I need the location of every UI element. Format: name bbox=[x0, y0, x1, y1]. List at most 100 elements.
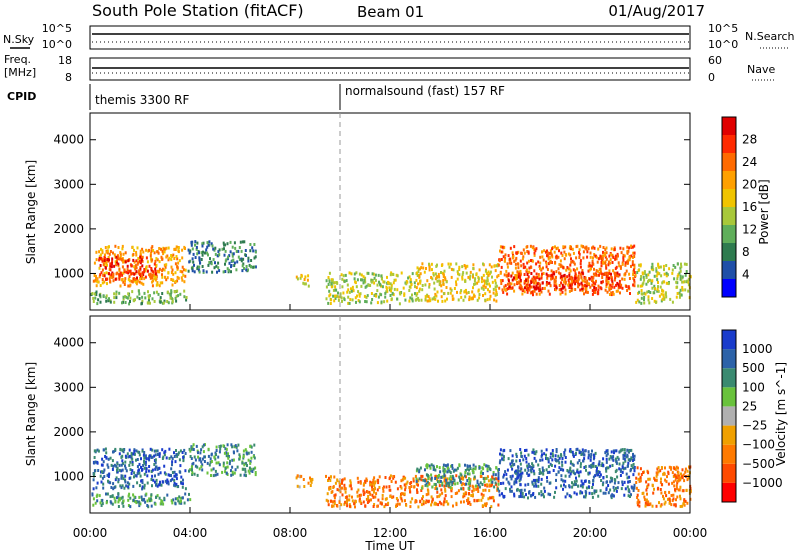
data-cell bbox=[597, 247, 600, 251]
data-cell bbox=[109, 456, 112, 460]
data-cell bbox=[533, 269, 536, 273]
data-cell bbox=[588, 464, 591, 468]
data-cell bbox=[381, 497, 384, 501]
freq-panel: Freq. [MHz] 18 8 60 0 Nave bbox=[4, 53, 776, 84]
data-cell bbox=[237, 443, 240, 447]
data-cell bbox=[166, 478, 169, 482]
data-cell bbox=[630, 467, 632, 471]
data-cell bbox=[578, 256, 581, 259]
data-cell bbox=[505, 477, 508, 481]
data-cell bbox=[94, 296, 97, 300]
data-cell bbox=[405, 503, 408, 507]
data-cell bbox=[212, 258, 215, 262]
data-cell bbox=[668, 490, 671, 494]
data-cell bbox=[140, 277, 143, 281]
data-cell bbox=[206, 251, 209, 255]
data-cell bbox=[98, 250, 101, 254]
data-cell bbox=[240, 249, 243, 253]
data-cell bbox=[675, 280, 678, 284]
data-cell bbox=[389, 273, 392, 277]
data-cell bbox=[332, 504, 335, 508]
data-cell bbox=[599, 473, 602, 477]
data-cell bbox=[370, 301, 373, 305]
data-cell bbox=[602, 476, 605, 479]
colorbar-tick-label: −1000 bbox=[742, 476, 783, 490]
data-cell bbox=[419, 267, 422, 271]
data-cell bbox=[547, 251, 549, 255]
data-cell bbox=[242, 467, 245, 471]
data-cell bbox=[377, 295, 380, 299]
data-cell bbox=[441, 491, 444, 495]
data-cell bbox=[531, 482, 534, 486]
data-cell bbox=[327, 479, 329, 482]
data-cell bbox=[299, 276, 302, 280]
data-cell bbox=[358, 272, 361, 276]
data-cell bbox=[103, 260, 106, 264]
data-cell bbox=[183, 295, 186, 299]
data-cell bbox=[156, 250, 159, 254]
data-cell bbox=[656, 271, 659, 275]
data-cell bbox=[579, 259, 582, 263]
data-cell bbox=[442, 466, 445, 470]
data-cell bbox=[425, 493, 428, 497]
data-cell bbox=[676, 274, 679, 278]
data-cell bbox=[444, 464, 447, 468]
data-cell bbox=[114, 478, 117, 482]
data-cell bbox=[182, 459, 185, 463]
data-cell bbox=[601, 272, 603, 276]
data-cell bbox=[424, 483, 427, 487]
data-cell bbox=[150, 469, 153, 473]
data-cell bbox=[428, 285, 431, 289]
data-cell bbox=[355, 300, 357, 304]
data-cell bbox=[339, 483, 341, 487]
data-cell bbox=[515, 256, 518, 260]
data-cell bbox=[431, 497, 434, 501]
data-cell bbox=[677, 479, 680, 483]
data-cell bbox=[132, 493, 135, 497]
data-cell bbox=[665, 264, 668, 267]
data-cell bbox=[121, 484, 124, 488]
data-cell bbox=[510, 489, 513, 493]
data-cell bbox=[510, 485, 513, 489]
data-cell bbox=[141, 264, 144, 268]
data-cell bbox=[593, 489, 596, 493]
data-cell bbox=[584, 465, 587, 469]
data-cell bbox=[252, 467, 255, 471]
data-cell bbox=[651, 286, 654, 290]
data-cell bbox=[137, 261, 140, 265]
data-cell bbox=[207, 454, 210, 458]
data-cell bbox=[340, 503, 343, 507]
data-cell bbox=[563, 280, 565, 284]
data-cell bbox=[141, 498, 143, 502]
data-cell bbox=[130, 451, 133, 455]
data-cell bbox=[191, 267, 194, 271]
data-cell bbox=[506, 468, 509, 472]
data-cell bbox=[572, 471, 575, 475]
data-cell bbox=[415, 297, 418, 301]
data-cell bbox=[583, 457, 586, 461]
data-cell bbox=[478, 485, 481, 489]
data-cell bbox=[154, 269, 157, 273]
data-cell bbox=[221, 247, 224, 251]
data-cell bbox=[92, 478, 95, 482]
data-cell bbox=[109, 250, 112, 253]
data-cell bbox=[681, 476, 684, 480]
data-cell bbox=[553, 250, 556, 254]
data-cell bbox=[597, 284, 600, 288]
data-cell bbox=[555, 448, 558, 451]
data-cell bbox=[560, 287, 563, 291]
data-cell bbox=[465, 271, 468, 275]
data-cell bbox=[231, 245, 234, 249]
data-cell bbox=[188, 251, 191, 255]
data-cell bbox=[449, 486, 452, 489]
data-cell bbox=[675, 487, 678, 491]
data-cell bbox=[460, 475, 463, 479]
data-cell bbox=[509, 449, 512, 453]
data-cell bbox=[612, 255, 615, 259]
data-cell bbox=[99, 284, 102, 287]
data-cell bbox=[300, 274, 303, 278]
data-cell bbox=[303, 485, 306, 488]
data-cell bbox=[687, 476, 690, 480]
data-cell bbox=[543, 495, 545, 499]
